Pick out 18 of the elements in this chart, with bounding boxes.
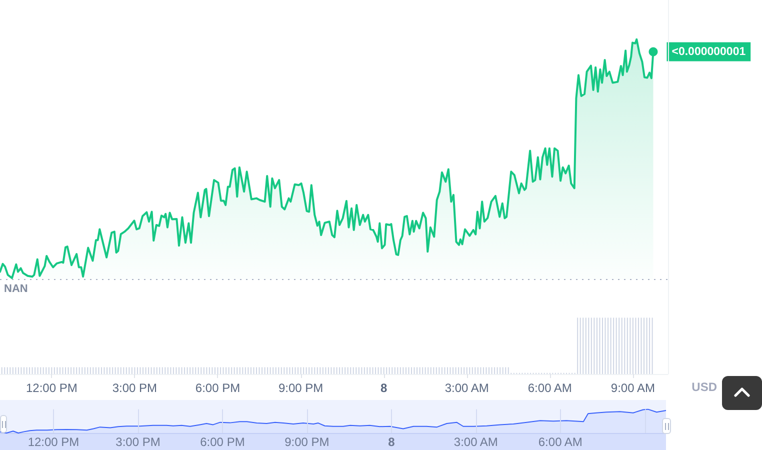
x-tick-label: 12:00 PM — [28, 435, 80, 449]
ref-line-label: NAN — [4, 283, 28, 295]
x-tick-label: 3:00 PM — [112, 381, 158, 395]
x-tick-label: 3:00 PM — [116, 435, 160, 449]
x-tick-label: 9:00 PM — [278, 381, 324, 395]
x-tick-label: 12:00 PM — [26, 381, 78, 395]
x-tick-label: 6:00 AM — [538, 435, 582, 449]
x-tick-label: 6:00 PM — [200, 435, 245, 449]
x-tick-label: 6:00 PM — [195, 381, 240, 395]
x-tick-label: 3:00 AM — [454, 435, 498, 449]
x-tick-label: 3:00 AM — [444, 381, 489, 395]
x-tick-label: 6:00 AM — [528, 381, 572, 395]
x-tick-label: 8 — [380, 381, 388, 395]
x-tick-label: 8 — [388, 435, 396, 449]
x-tick-label: 9:00 PM — [284, 435, 330, 449]
x-tick-label: 9:00 AM — [610, 381, 655, 395]
y-axis-title: USD — [692, 380, 718, 394]
annotation: <0.000000001 — [672, 46, 746, 58]
